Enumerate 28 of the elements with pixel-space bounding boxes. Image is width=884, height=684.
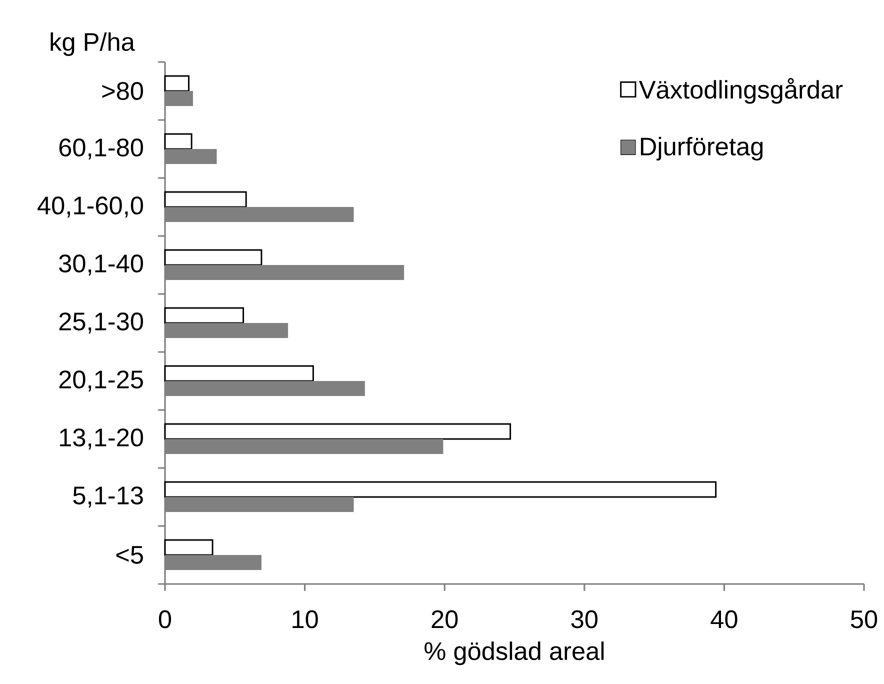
- y-tick-label: 5,1-13: [73, 486, 143, 508]
- bar: [164, 365, 314, 382]
- x-tick-label: 0: [158, 610, 172, 628]
- y-tick-label: <5: [116, 546, 143, 564]
- x-tick-label: 50: [850, 610, 878, 628]
- bar: [164, 307, 244, 324]
- y-tick-label: >80: [102, 82, 144, 100]
- bar: [164, 423, 512, 440]
- y-tick-label: 25,1-30: [59, 312, 144, 334]
- x-tick-label: 20: [432, 610, 458, 628]
- y-tick-label: 30,1-40: [59, 254, 144, 276]
- bar: [164, 539, 214, 556]
- x-tick-label: 30: [571, 610, 598, 628]
- y-tick-label: 13,1-20: [60, 428, 144, 450]
- y-axis-title: kg P/ha: [50, 32, 135, 56]
- x-tick-label: 40: [710, 610, 738, 628]
- bar: [164, 191, 247, 208]
- bar: [164, 481, 717, 498]
- y-tick-label: 20,1-25: [59, 370, 143, 392]
- bar: [164, 75, 190, 92]
- legend-label: Djurföretag: [640, 136, 763, 161]
- legend-label: Växtodlingsgårdar: [638, 78, 843, 104]
- bar: [164, 133, 192, 150]
- y-tick-label: 40,1-60,0: [38, 196, 144, 218]
- y-tick-label: 60,1-80: [59, 138, 144, 160]
- x-tick-label: 10: [292, 610, 318, 628]
- bar: [164, 249, 262, 266]
- x-axis-title: % gödslad areal: [424, 642, 604, 666]
